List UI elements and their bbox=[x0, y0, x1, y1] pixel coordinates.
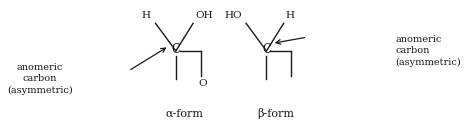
Text: anomeric
carbon
(asymmetric): anomeric carbon (asymmetric) bbox=[396, 35, 461, 67]
Text: anomeric
carbon
(asymmetric): anomeric carbon (asymmetric) bbox=[7, 62, 73, 95]
Text: β-form: β-form bbox=[257, 108, 294, 119]
Text: HO: HO bbox=[225, 11, 243, 20]
Text: α-form: α-form bbox=[166, 109, 204, 119]
Text: C: C bbox=[262, 43, 271, 56]
Text: OH: OH bbox=[195, 11, 213, 20]
Text: H: H bbox=[142, 11, 151, 20]
Text: H: H bbox=[286, 11, 295, 20]
Text: O: O bbox=[199, 79, 207, 88]
Text: C: C bbox=[172, 43, 181, 56]
